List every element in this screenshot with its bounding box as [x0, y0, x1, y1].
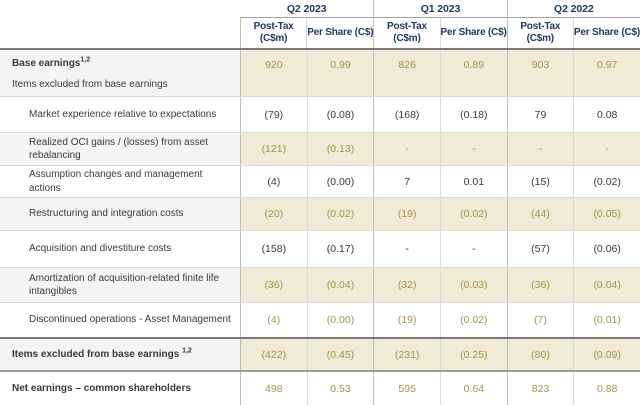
value-cell: (0.04): [573, 268, 640, 302]
value-cell: (0.03): [439, 268, 507, 302]
value-cell: (121): [240, 133, 307, 165]
column-header: Per Share (C$): [572, 18, 640, 48]
value-cell: (0.02): [439, 198, 507, 230]
row-label: Restructuring and integration costs: [0, 198, 240, 230]
value-cell: (0.09): [573, 339, 640, 370]
column-header-row: Post-Tax (C$m) Per Share (C$) Post-Tax (C$…: [0, 18, 640, 50]
table-row: Market experience relative to expectatio…: [0, 96, 640, 132]
value-cell: -: [573, 133, 640, 165]
value-cell: (231): [373, 339, 440, 370]
value-cell: 0.88: [573, 372, 640, 405]
table-row: Items excluded from base earnings 1,2 (42…: [0, 337, 640, 370]
value-cell: 498: [240, 372, 307, 405]
value-cell: 0.64: [439, 372, 507, 405]
value-cell: (0.08): [306, 97, 374, 132]
value-cell: 0.08: [573, 97, 640, 132]
column-header: Post-Tax (C$m): [373, 18, 439, 48]
row-label: Assumption changes and management action…: [29, 169, 203, 194]
value-cell: 0.53: [306, 372, 374, 405]
value-cell: 920: [240, 50, 307, 96]
value-cell: (0.25): [439, 339, 507, 370]
value-cell: 0.89: [439, 50, 507, 96]
column-header: Post-Tax (C$m): [240, 18, 306, 48]
value-cell: (79): [240, 97, 307, 132]
table-row: Restructuring and integration costs (20)(…: [0, 197, 640, 230]
value-cell: (0.06): [573, 231, 640, 267]
table-row: Net earnings – common shareholders 498 0.5…: [0, 370, 640, 405]
value-cell: -: [439, 133, 507, 165]
row-label: Amortization of acquisition-related fini…: [0, 268, 240, 302]
value-cell: (0.01): [573, 303, 640, 337]
table-body: Base earnings1,2 Items excluded from base…: [0, 50, 640, 405]
value-cell: (158): [240, 231, 307, 267]
footnote-superscript: 1,2: [80, 56, 91, 64]
value-cell: (32): [373, 268, 440, 302]
row-label: Net earnings – common shareholders: [12, 382, 191, 394]
value-cell: (0.00): [306, 166, 374, 197]
table-row: Assumption changes and management action…: [0, 165, 640, 197]
value-cell: (0.02): [573, 166, 640, 197]
corner-cell: [0, 18, 240, 48]
corner-cell: [0, 0, 240, 18]
footnote-superscript: 1,2: [182, 347, 192, 355]
row-label: Market experience relative to expectatio…: [29, 108, 217, 120]
value-cell: 0.97: [573, 50, 640, 96]
table-row: Discontinued operations - Asset Manageme…: [0, 302, 640, 337]
value-cell: -: [439, 231, 507, 267]
table-row: Base earnings1,2 Items excluded from base…: [0, 50, 640, 96]
value-cell: 0.99: [306, 50, 374, 96]
value-cell: -: [373, 133, 440, 165]
value-cell: (422): [240, 339, 307, 370]
value-cell: (0.02): [306, 198, 374, 230]
value-cell: (0.04): [306, 268, 374, 302]
value-cell: 903: [506, 50, 574, 96]
value-cell: 79: [506, 97, 574, 132]
value-cell: -: [373, 231, 440, 267]
row-label: Acquisition and divestiture costs: [29, 243, 172, 255]
value-cell: (4): [240, 303, 307, 337]
value-cell: (36): [240, 268, 307, 302]
value-cell: (44): [506, 198, 574, 230]
column-header: Post-Tax (C$m): [506, 18, 573, 48]
value-cell: 826: [373, 50, 440, 96]
value-cell: (36): [506, 268, 574, 302]
quarter-header: Q2 2023: [240, 0, 374, 18]
quarter-header-row: Q2 2023 Q1 2023 Q2 2022: [0, 0, 640, 18]
value-cell: (0.18): [439, 97, 507, 132]
value-cell: (168): [373, 97, 440, 132]
row-label: Realized OCI gains / (losses) from asset…: [0, 133, 240, 165]
quarter-header: Q1 2023: [373, 0, 507, 18]
value-cell: (19): [373, 303, 440, 337]
value-cell: 595: [373, 372, 440, 405]
value-cell: (0.05): [573, 198, 640, 230]
row-label: Items excluded from base earnings 1,2: [0, 339, 240, 370]
value-cell: (19): [373, 198, 440, 230]
value-cell: (20): [240, 198, 307, 230]
row-label: Base earnings1,2 Items excluded from base…: [0, 50, 240, 96]
value-cell: (57): [506, 231, 574, 267]
value-cell: (0.00): [306, 303, 374, 337]
quarter-header: Q2 2022: [506, 0, 640, 18]
table-row: Acquisition and divestiture costs (158) (0…: [0, 230, 640, 267]
value-cell: (80): [506, 339, 574, 370]
column-header: Per Share (C$): [439, 18, 507, 48]
table-row: Realized OCI gains / (losses) from asset…: [0, 132, 640, 165]
value-cell: 823: [506, 372, 574, 405]
value-cell: (0.13): [306, 133, 374, 165]
value-cell: (7): [506, 303, 574, 337]
value-cell: (0.17): [306, 231, 374, 267]
value-cell: (4): [240, 166, 307, 197]
value-cell: (0.02): [439, 303, 507, 337]
table-row: Amortization of acquisition-related fini…: [0, 267, 640, 302]
value-cell: 0.01: [439, 166, 507, 197]
value-cell: 7: [373, 166, 440, 197]
value-cell: (15): [506, 166, 574, 197]
value-cell: -: [506, 133, 574, 165]
column-header: Per Share (C$): [306, 18, 374, 48]
section-heading: Items excluded from base earnings: [12, 79, 168, 91]
value-cell: (0.45): [306, 339, 374, 370]
row-label: Discontinued operations - Asset Manageme…: [29, 314, 231, 326]
